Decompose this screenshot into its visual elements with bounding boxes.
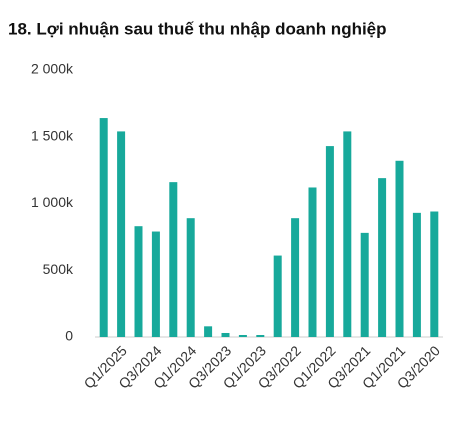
bar bbox=[360, 232, 369, 337]
bar bbox=[430, 211, 439, 337]
bar bbox=[256, 334, 265, 337]
bar bbox=[325, 146, 334, 337]
bar bbox=[169, 182, 178, 337]
bar bbox=[273, 255, 282, 337]
y-tick-label: 1 000k bbox=[31, 194, 74, 210]
bar bbox=[186, 218, 195, 337]
y-tick-label: 2 000k bbox=[31, 61, 74, 77]
chart-title: 18. Lợi nhuận sau thuế thu nhập doanh ng… bbox=[8, 19, 387, 38]
bar bbox=[151, 231, 160, 337]
bar bbox=[291, 218, 300, 337]
bar bbox=[134, 226, 143, 337]
bar bbox=[308, 187, 317, 337]
bar bbox=[395, 160, 404, 337]
bar bbox=[221, 332, 230, 337]
y-tick-label: 500k bbox=[43, 261, 74, 277]
bar bbox=[204, 326, 213, 337]
bar bbox=[117, 131, 126, 337]
y-tick-label: 1 500k bbox=[31, 127, 74, 143]
bar bbox=[238, 334, 247, 337]
bar bbox=[412, 212, 421, 337]
bar bbox=[99, 118, 108, 337]
bar bbox=[343, 131, 352, 337]
bar bbox=[378, 178, 387, 337]
y-tick-label: 0 bbox=[65, 328, 73, 344]
